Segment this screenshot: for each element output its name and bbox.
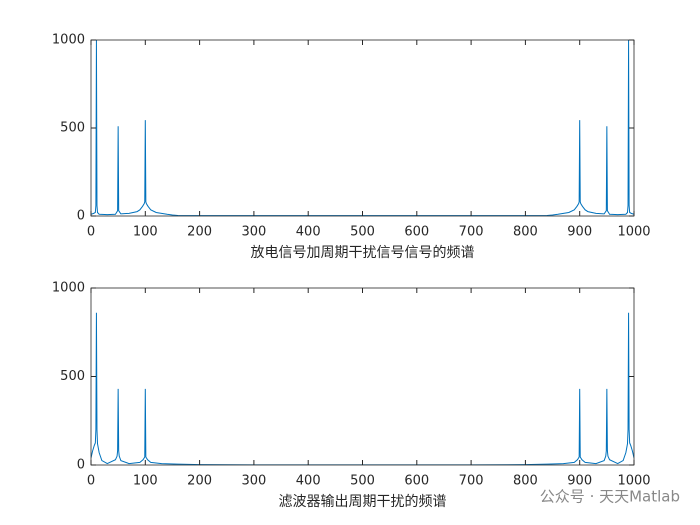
y-tick-label: 1000 — [52, 281, 85, 296]
x-tick-label: 0 — [87, 225, 95, 240]
y-tick-label: 500 — [60, 369, 85, 384]
y-tick-label: 500 — [60, 121, 85, 136]
x-tick-label: 0 — [87, 474, 95, 489]
y-tick-label: 0 — [77, 209, 85, 224]
y-tick-label: 1000 — [52, 33, 85, 48]
y-tick-label: 0 — [77, 458, 85, 473]
x-tick-label: 800 — [513, 225, 538, 240]
watermark: 公众号 · 天天Matlab — [540, 488, 680, 506]
x-tick-label: 300 — [241, 474, 266, 489]
x-tick-label: 500 — [350, 225, 375, 240]
x-tick-label: 700 — [459, 474, 484, 489]
x-tick-label: 1000 — [617, 225, 650, 240]
x-tick-label: 100 — [133, 474, 158, 489]
x-tick-label: 900 — [567, 474, 592, 489]
x-tick-label: 1000 — [617, 474, 650, 489]
x-tick-label: 900 — [567, 225, 592, 240]
x-tick-label: 600 — [404, 474, 429, 489]
x-tick-label: 400 — [296, 474, 321, 489]
x-tick-label: 700 — [459, 225, 484, 240]
x-tick-label: 200 — [187, 225, 212, 240]
x-tick-label: 100 — [133, 225, 158, 240]
x-tick-label: 500 — [350, 474, 375, 489]
x-tick-label: 800 — [513, 474, 538, 489]
x-axis-label: 放电信号加周期干扰信号信号的频谱 — [251, 245, 475, 261]
x-axis-label: 滤波器输出周期干扰的频谱 — [279, 494, 447, 510]
x-tick-label: 400 — [296, 225, 321, 240]
x-tick-label: 200 — [187, 474, 212, 489]
x-tick-label: 600 — [404, 225, 429, 240]
x-tick-label: 300 — [241, 225, 266, 240]
